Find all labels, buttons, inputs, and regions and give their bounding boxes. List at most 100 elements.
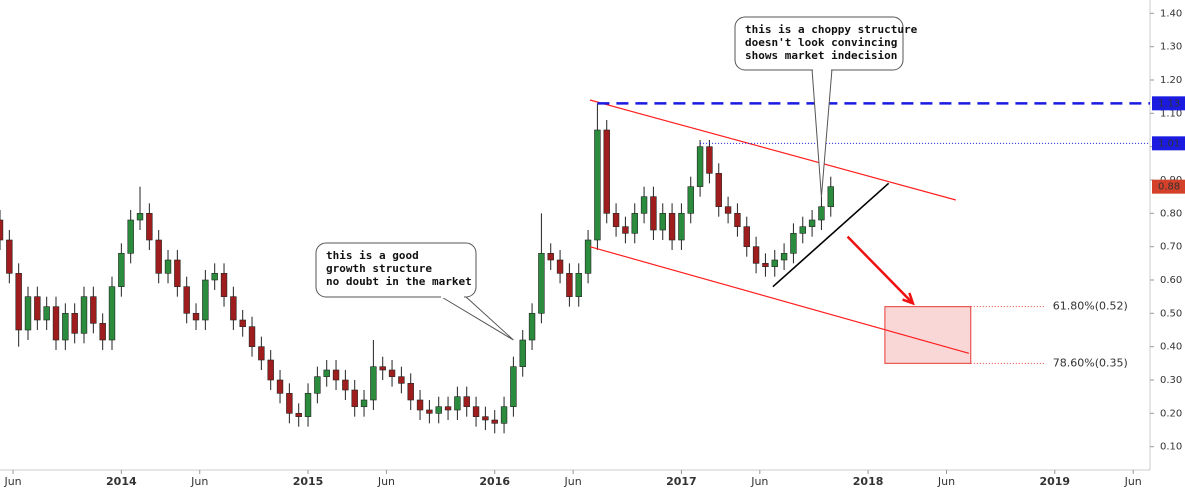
y-tick-label: 1.20 bbox=[1160, 75, 1182, 86]
candle-body bbox=[211, 273, 218, 281]
candle-body bbox=[6, 239, 13, 274]
candle-body bbox=[239, 319, 246, 327]
candle-body bbox=[519, 339, 526, 367]
price-tag-label: 1.13 bbox=[1158, 98, 1180, 109]
candle-body bbox=[808, 219, 816, 227]
y-tick-label: 0.70 bbox=[1160, 242, 1182, 253]
callout-pointer bbox=[439, 295, 514, 341]
candle-body bbox=[71, 313, 78, 334]
candle-body bbox=[342, 379, 349, 391]
candle-body bbox=[491, 419, 498, 424]
trendline bbox=[589, 99, 957, 201]
candle-body bbox=[538, 253, 545, 314]
candle-body bbox=[24, 296, 32, 331]
candle-body bbox=[622, 226, 629, 234]
candle-body bbox=[435, 406, 442, 414]
candle-body bbox=[304, 393, 312, 417]
candle-body bbox=[472, 406, 480, 417]
candle-body bbox=[818, 206, 825, 221]
arrow-head bbox=[902, 292, 915, 306]
y-tick-label: 0.80 bbox=[1160, 208, 1182, 219]
candle-body bbox=[799, 226, 806, 234]
candle-body bbox=[528, 313, 536, 341]
candle-body bbox=[192, 313, 200, 321]
candle-body bbox=[444, 406, 452, 411]
candle-body bbox=[202, 279, 209, 321]
candle-body bbox=[164, 259, 172, 274]
candle-body bbox=[659, 213, 666, 231]
candle-body bbox=[370, 366, 377, 401]
candle-body bbox=[314, 376, 321, 394]
callout-pointer bbox=[811, 68, 833, 197]
x-tick-label: Jun bbox=[564, 475, 582, 488]
candle-body bbox=[15, 273, 22, 331]
candle-body bbox=[510, 366, 517, 407]
candle-body bbox=[379, 366, 386, 371]
arrow bbox=[846, 235, 914, 305]
price-tag-label: 1.01 bbox=[1158, 138, 1180, 149]
last-price-label: 0.88 bbox=[1158, 182, 1180, 193]
candle-body bbox=[295, 413, 302, 417]
candle-body bbox=[183, 286, 190, 314]
candle-body bbox=[43, 306, 50, 321]
candle-body bbox=[108, 286, 116, 341]
candle-body bbox=[127, 219, 134, 254]
candle-body bbox=[34, 296, 41, 321]
candle-body bbox=[603, 129, 610, 214]
y-tick-label: 1.10 bbox=[1160, 108, 1182, 119]
x-tick-label: 2018 bbox=[853, 475, 884, 488]
candle-body bbox=[332, 369, 340, 381]
candle-body bbox=[90, 296, 97, 324]
candle-body bbox=[706, 146, 713, 174]
candle-body bbox=[351, 389, 358, 407]
x-tick-label: 2016 bbox=[479, 475, 510, 488]
callout-text: shows market indecision bbox=[745, 49, 897, 62]
callout-text: no doubt in the market bbox=[326, 275, 472, 288]
x-tick-label: Jun bbox=[377, 475, 395, 488]
candle-body bbox=[594, 129, 601, 241]
candle-body bbox=[762, 263, 769, 267]
y-tick-label: 0.20 bbox=[1160, 408, 1182, 419]
candle-body bbox=[118, 253, 125, 287]
candle-body bbox=[99, 323, 106, 341]
price-tag bbox=[1152, 96, 1185, 111]
x-tick-label: 2014 bbox=[106, 475, 137, 488]
candle-body bbox=[52, 306, 60, 341]
candle-body bbox=[407, 383, 414, 401]
y-tick-label: 0.60 bbox=[1160, 275, 1182, 286]
candle-body bbox=[668, 213, 676, 241]
candle-body bbox=[463, 396, 470, 407]
candle-body bbox=[575, 273, 582, 297]
candle-body bbox=[398, 376, 405, 384]
candle-body bbox=[146, 213, 153, 241]
trendline bbox=[772, 182, 890, 288]
fib-label: 78.60%(0.35) bbox=[1053, 356, 1128, 369]
candle-body bbox=[286, 393, 293, 414]
x-tick-label: 2015 bbox=[293, 475, 324, 488]
candle-body bbox=[500, 406, 508, 424]
candle-body bbox=[230, 296, 237, 321]
candle-body bbox=[743, 226, 750, 247]
candle-body bbox=[248, 326, 256, 347]
candle-body bbox=[258, 346, 265, 361]
x-tick-label: Jun bbox=[3, 475, 21, 488]
candle-body bbox=[220, 273, 228, 297]
candle-body bbox=[827, 186, 834, 207]
y-tick-label: 0.40 bbox=[1160, 342, 1182, 353]
y-tick-label: 1.40 bbox=[1160, 8, 1182, 19]
candle-body bbox=[62, 313, 69, 341]
candle-body bbox=[790, 233, 797, 254]
x-tick-label: 2017 bbox=[666, 475, 697, 488]
price-tag bbox=[1152, 136, 1185, 151]
candle-body bbox=[482, 416, 489, 421]
x-tick-label: Jun bbox=[190, 475, 208, 488]
candle-body bbox=[584, 239, 592, 274]
candle-body bbox=[155, 239, 162, 274]
candle-body bbox=[323, 369, 330, 377]
y-tick-label: 1.30 bbox=[1160, 42, 1182, 53]
x-tick-label: Jun bbox=[1124, 475, 1142, 488]
candle-body bbox=[136, 213, 144, 221]
candle-body bbox=[696, 146, 704, 187]
candle-body bbox=[556, 259, 564, 274]
